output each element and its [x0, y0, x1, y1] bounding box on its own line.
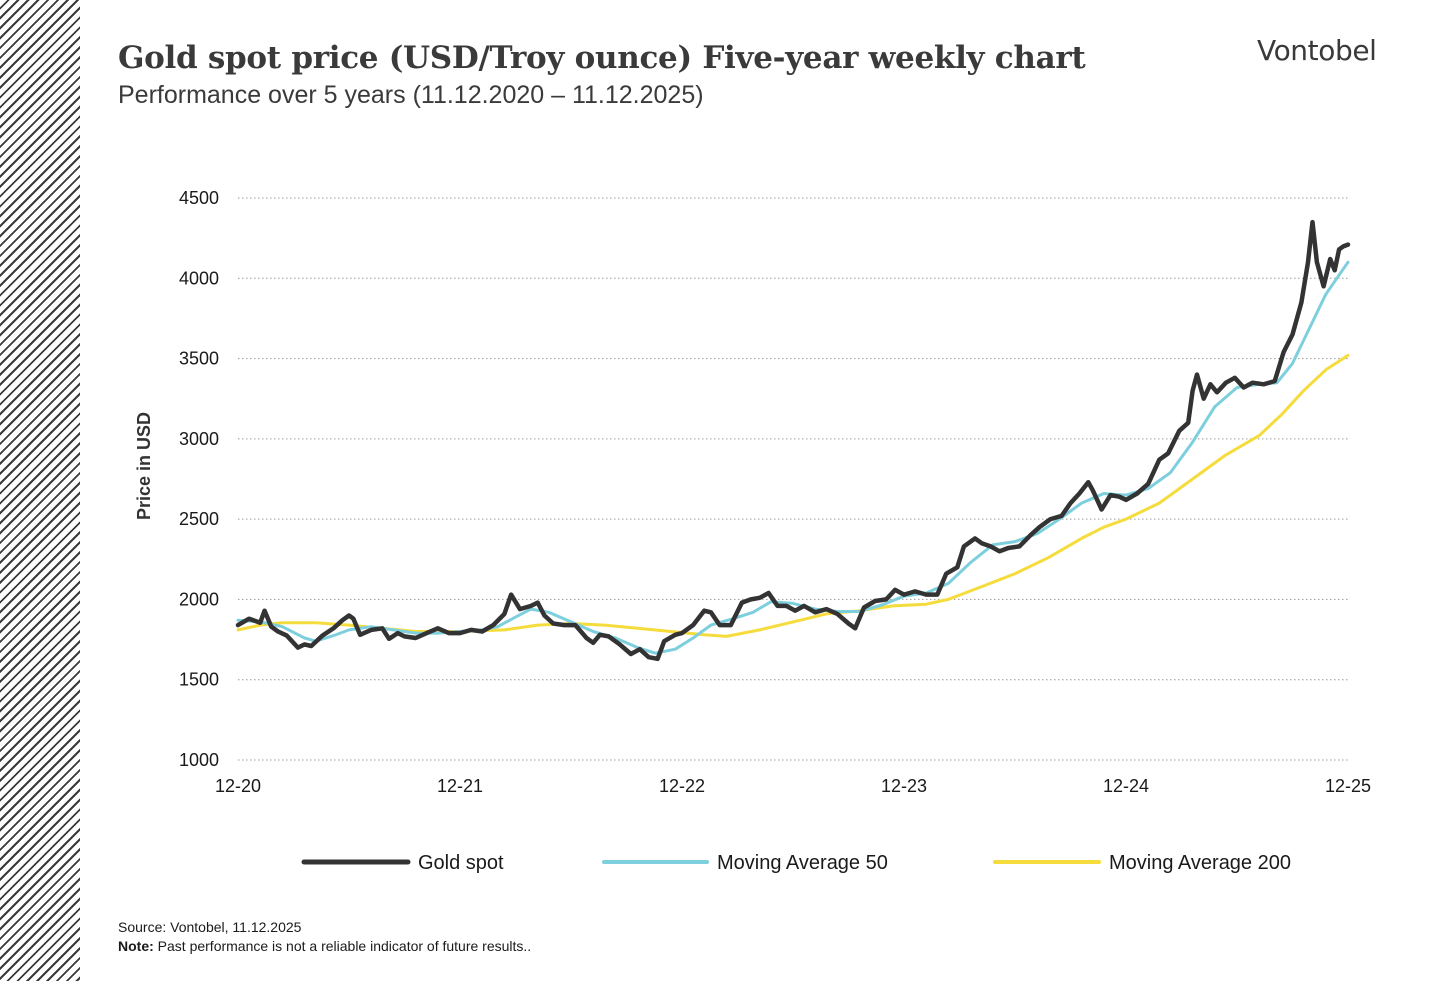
- y-tick-label: 2500: [179, 509, 219, 529]
- note-label: Note:: [118, 938, 154, 954]
- decorative-hatch-band: [0, 0, 80, 981]
- x-tick-label: 12-21: [437, 776, 483, 796]
- note-text: Note: Past performance is not a reliable…: [118, 937, 531, 956]
- x-tick-label: 12-23: [881, 776, 927, 796]
- source-text: Source: Vontobel, 11.12.2025: [118, 919, 302, 935]
- footer: Source: Vontobel, 11.12.2025 Note: Past …: [118, 918, 531, 956]
- chart-title: Gold spot price (USD/Troy ounce) Five-ye…: [118, 40, 1086, 76]
- x-tick-label: 12-25: [1325, 776, 1371, 796]
- legend: Gold spot Moving Average 50 Moving Average…: [301, 852, 1291, 874]
- y-tick-label: 1000: [179, 750, 219, 770]
- note-body: Past performance is not a reliable indic…: [153, 938, 532, 954]
- y-axis-label: Price in USD: [134, 412, 154, 520]
- y-tick-label: 3500: [179, 349, 219, 369]
- vontobel-logo: Vontobel: [1257, 34, 1377, 67]
- x-tick-label: 12-22: [659, 776, 705, 796]
- series-line-ma50: [236, 260, 1350, 655]
- grid-lines: [238, 197, 1348, 761]
- series-line-ma200: [236, 353, 1350, 638]
- series-line-gold-spot: [235, 219, 1351, 662]
- y-axis-ticks: 1000 1500 2000 2500 3000 3500 4000 4500: [179, 188, 219, 770]
- legend-label: Moving Average 200: [1109, 852, 1291, 874]
- x-axis-ticks: 12-20 12-21 12-22 12-23 12-24 12-25: [215, 776, 1371, 796]
- y-tick-label: 4500: [179, 188, 219, 208]
- legend-label: Gold spot: [418, 852, 504, 874]
- y-tick-label: 4000: [179, 268, 219, 288]
- chart-subtitle: Performance over 5 years (11.12.2020 – 1…: [118, 81, 704, 109]
- y-tick-label: 1500: [179, 670, 219, 690]
- legend-label: Moving Average 50: [717, 852, 888, 874]
- series-lines: [235, 219, 1351, 662]
- y-tick-label: 2000: [179, 589, 219, 609]
- x-tick-label: 12-24: [1103, 776, 1149, 796]
- y-tick-label: 3000: [179, 429, 219, 449]
- x-tick-label: 12-20: [215, 776, 261, 796]
